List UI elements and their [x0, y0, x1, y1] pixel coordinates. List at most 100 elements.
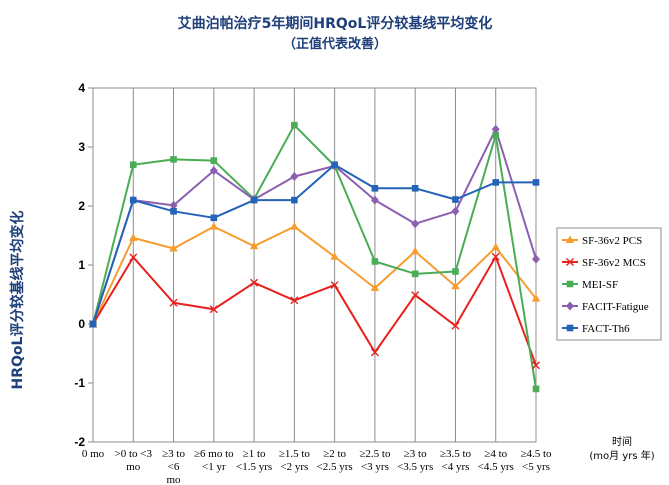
legend-item: FACT-Th6	[562, 323, 630, 335]
data-point	[532, 179, 540, 186]
y-tick-label: -1	[74, 376, 85, 390]
x-tick-label: ≥3.5 to <4 yrs	[440, 448, 472, 473]
x-tick-label: 0 mo	[82, 448, 105, 460]
data-point	[249, 241, 259, 250]
data-point	[330, 281, 339, 290]
marker-stroke	[532, 361, 540, 370]
x-tick-label-line: <1 yr	[202, 461, 226, 473]
x-tick-label-line: ≥6 mo to	[194, 448, 234, 460]
x-tick-label-line: mo	[126, 461, 141, 473]
y-tick-label: 3	[78, 140, 85, 154]
x-tick-label: ≥2 to <2.5 yrs	[317, 448, 353, 473]
legend-item: MEI-SF	[562, 279, 618, 291]
legend-item: SF-36v2 MCS	[562, 257, 646, 269]
x-tick-label: ≥4 to <4.5 yrs	[478, 448, 514, 473]
data-point	[451, 321, 460, 330]
data-point	[451, 281, 460, 290]
x-tick-label-line: ≥3 to	[162, 448, 185, 460]
data-point	[209, 305, 218, 314]
y-tick-label: -2	[74, 435, 85, 449]
x-axis-label: 时间	[612, 435, 632, 448]
data-point	[170, 208, 177, 215]
x-tick-label-line: ≥1.5 to	[279, 448, 311, 460]
data-point	[129, 253, 138, 262]
legend-swatch-marker	[566, 258, 574, 266]
marker-stroke	[370, 348, 379, 357]
y-tick-label: 0	[78, 317, 85, 331]
data-point	[129, 196, 137, 204]
legend-label: FACT-Th6	[582, 323, 630, 335]
marker-stroke	[129, 253, 138, 262]
marker-stroke	[566, 258, 574, 266]
data-point	[371, 185, 379, 192]
legend-swatch-marker	[565, 235, 575, 243]
marker-stroke	[411, 291, 420, 300]
data-point	[209, 222, 219, 230]
x-tick-label: ≥2.5 to <3 yrs	[359, 448, 391, 473]
data-point	[411, 219, 420, 229]
x-tick-label-line: >0 to <3	[115, 448, 153, 460]
x-tick-label: ≥6 mo to <1 yr	[194, 448, 234, 473]
marker-stroke	[209, 305, 218, 314]
data-point	[411, 291, 420, 300]
data-point	[452, 268, 459, 275]
x-tick-label-line: <2.5 yrs	[317, 461, 353, 473]
data-point	[290, 222, 299, 230]
data-point	[169, 243, 178, 252]
legend-label: MEI-SF	[582, 279, 618, 291]
data-point	[290, 172, 299, 181]
data-point	[291, 196, 298, 204]
data-point	[532, 361, 540, 370]
data-point	[129, 161, 137, 168]
x-tick-label: >0 to <3 mo	[115, 448, 153, 473]
data-point	[492, 179, 500, 186]
chart-title: 艾曲泊帕治疗5年期间HRQoL评分较基线平均变化	[178, 15, 493, 32]
data-point	[370, 348, 379, 357]
marker-stroke	[491, 252, 500, 261]
marker-stroke	[250, 278, 259, 287]
series-line	[92, 255, 537, 366]
data-point	[209, 166, 218, 176]
data-point	[169, 298, 178, 307]
series-line	[92, 225, 537, 325]
x-tick-label-line: <3.5 yrs	[397, 461, 433, 473]
data-point	[411, 270, 419, 278]
x-tick-label-line: ≥1 to	[243, 448, 266, 460]
legend-label: SF-36v2 MCS	[582, 257, 646, 269]
x-tick-label-line: ≥4 to	[484, 448, 507, 460]
marker-stroke	[451, 321, 460, 330]
data-point	[331, 161, 338, 168]
data-point	[210, 157, 218, 164]
data-point	[169, 200, 178, 210]
x-tick-label-line: ≥3.5 to	[440, 448, 472, 460]
x-tick-label: ≥3 to <3.5 yrs	[397, 448, 433, 473]
x-tick-label: ≥1 to <1.5 yrs	[236, 448, 272, 473]
x-tick-label-line: ≥2.5 to	[359, 448, 391, 460]
data-point	[290, 296, 299, 305]
x-tick-label-line: <6	[168, 461, 180, 473]
data-point	[129, 233, 138, 241]
data-point	[250, 196, 258, 204]
data-point	[250, 278, 259, 287]
data-point	[491, 242, 500, 251]
data-point	[370, 283, 380, 292]
x-tick-label: ≥3 to <6 mo	[162, 448, 185, 485]
marker-stroke	[290, 296, 299, 305]
x-tick-label-line: <4.5 yrs	[478, 461, 514, 473]
x-tick-label-line: 0 mo	[82, 448, 105, 460]
chart-subtitle: （正值代表改善）	[283, 36, 387, 52]
marker-stroke	[169, 298, 178, 307]
legend-label: FACIT-Fatigue	[582, 301, 649, 313]
data-point	[210, 214, 218, 222]
x-tick-label-line: ≥3 to	[404, 448, 427, 460]
data-point	[410, 246, 420, 255]
x-tick-label-line: <5 yrs	[522, 461, 550, 473]
y-tick-label: 4	[78, 81, 85, 95]
x-tick-label: ≥1.5 to <2 yrs	[279, 448, 311, 473]
data-point	[491, 124, 500, 134]
series-line	[92, 124, 537, 390]
legend-swatch-marker	[566, 301, 574, 311]
legend-item: SF-36v2 PCS	[562, 235, 642, 247]
y-tick-label: 2	[78, 199, 85, 213]
legend: SF-36v2 PCS SF-36v2 MCS MEI-SF FACIT-Fatigu…	[556, 227, 662, 341]
